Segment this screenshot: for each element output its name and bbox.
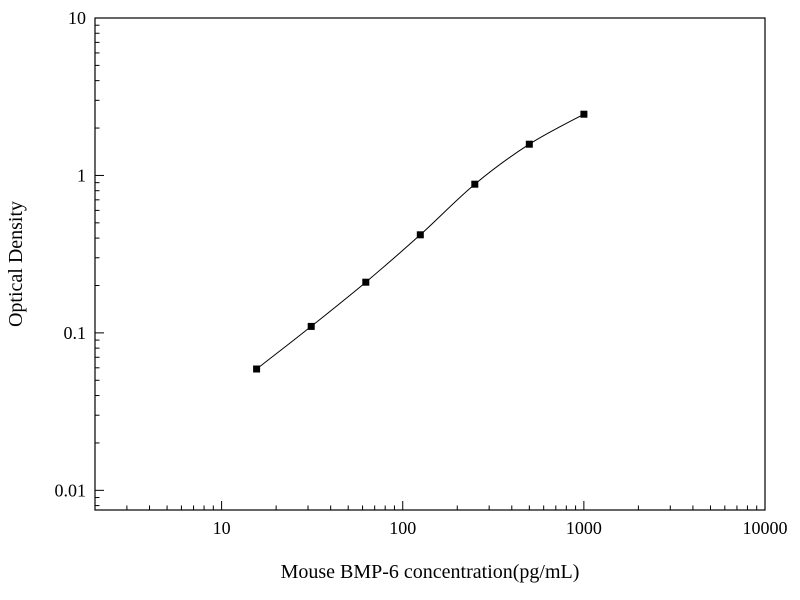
y-tick-label: 0.01 <box>55 480 87 500</box>
data-point-marker <box>253 365 261 373</box>
data-point-marker <box>362 278 370 286</box>
data-point-marker <box>525 140 533 148</box>
y-tick-label: 0.1 <box>64 323 87 343</box>
data-point-marker <box>580 110 588 118</box>
plot-frame <box>94 17 766 511</box>
x-tick-label: 10000 <box>743 518 788 538</box>
data-point-marker <box>307 322 315 330</box>
data-point-marker <box>471 180 479 188</box>
y-tick-label: 1 <box>77 165 86 185</box>
x-tick-label: 10 <box>213 518 231 538</box>
x-tick-label: 1000 <box>566 518 602 538</box>
data-curve <box>256 113 585 370</box>
plot-area: 10 100 1000 10000 0.01 0.1 1 10 <box>55 8 788 538</box>
x-tick-label: 100 <box>389 518 416 538</box>
data-point-marker <box>416 231 424 239</box>
y-tick-label: 10 <box>68 8 86 28</box>
y-axis-label: Optical Density <box>5 201 27 327</box>
x-axis-label: Mouse BMP-6 concentration(pg/mL) <box>281 561 580 583</box>
